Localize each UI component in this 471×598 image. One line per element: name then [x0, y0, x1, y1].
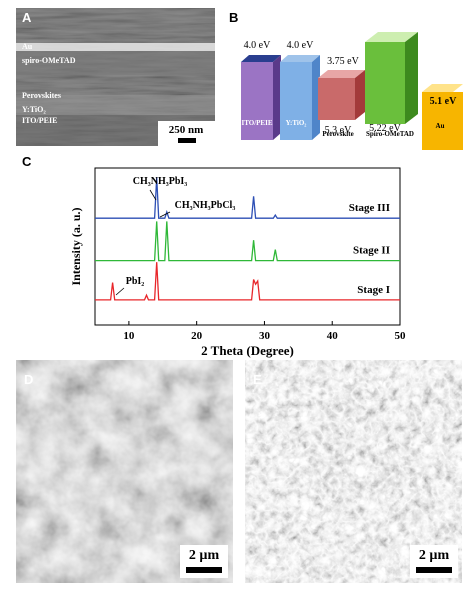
x-tick-label: 10	[123, 330, 135, 342]
perovskite-layer	[16, 95, 215, 115]
panel-label: D	[24, 372, 33, 387]
panel-b: B ITO/PEIE 4.0 eV Y:TiO₂ 4.0 eV Perovskite 3.…	[229, 10, 463, 150]
material-label: Spiro-OMeTAD	[366, 130, 414, 138]
spiro-layer	[16, 51, 215, 75]
x-axis-label: 2 Theta (Degree)	[201, 343, 294, 358]
x-tick-label: 20	[191, 330, 203, 342]
panel-label: B	[229, 10, 238, 25]
panel-label: E	[253, 372, 262, 387]
material-label: Y:TiO₂	[286, 119, 307, 127]
energy-label: 4.0 eV	[244, 40, 271, 51]
x-tick-label: 40	[327, 330, 339, 342]
energy-label: 5.1 eV	[430, 96, 457, 107]
series-line	[95, 221, 400, 262]
scale-bar	[416, 567, 452, 573]
panel-label: C	[22, 154, 32, 169]
energy-label: 3.75 eV	[327, 56, 359, 67]
annotation: CH₃NH₃PbI₃	[133, 176, 188, 187]
annotation-arrow	[115, 287, 125, 296]
scale-bar	[178, 138, 196, 143]
annotation-arrow	[149, 189, 157, 201]
energy-label: 4.0 eV	[287, 40, 314, 51]
layer-label: spiro-OMeTAD	[22, 56, 76, 65]
layer-label: Y:TiO₂	[22, 105, 46, 114]
scale-label: 2 µm	[419, 548, 450, 563]
material-label: Au	[436, 122, 445, 130]
panel-c: C 10 20 30 40 50 2 Theta (Degree) Intensity (a…	[22, 154, 406, 358]
material-label: ITO/PEIE	[242, 119, 273, 127]
x-tick-label: 50	[395, 330, 407, 342]
series-label: Stage III	[349, 202, 390, 214]
panel-d: D 2 µm	[16, 360, 233, 583]
series-label: Stage I	[357, 284, 390, 296]
scale-bar	[186, 567, 222, 573]
layer-label: ITO/PEIE	[22, 116, 57, 125]
layer-label: Perovskites	[22, 91, 61, 100]
series-label: Stage II	[353, 245, 390, 257]
panel-e: E 2 µm	[245, 360, 462, 583]
material-label: Perovskite	[322, 130, 353, 138]
annotation: PbI₂	[126, 276, 145, 287]
scale-label: 2 µm	[189, 548, 220, 563]
series-line	[95, 262, 400, 301]
energy-label: 5.3 eV	[325, 125, 352, 136]
scale-label: 250 nm	[169, 124, 204, 136]
panel-a: A Au spiro-OMeTAD Perovskites Y:TiO₂ ITO/PEI…	[16, 8, 215, 146]
au-layer	[16, 43, 215, 51]
panel-label: A	[22, 10, 32, 25]
y-axis-label: Intensity (a. u.)	[69, 207, 83, 285]
annotation: CH₃NH₃PbCl₃	[175, 200, 236, 211]
x-tick-label: 30	[259, 330, 271, 342]
plot-frame	[94, 167, 401, 326]
energy-label: 5.22 eV	[369, 123, 401, 134]
layer-label: Au	[22, 42, 33, 51]
series-line	[95, 177, 400, 219]
annotation-arrow	[159, 211, 171, 218]
